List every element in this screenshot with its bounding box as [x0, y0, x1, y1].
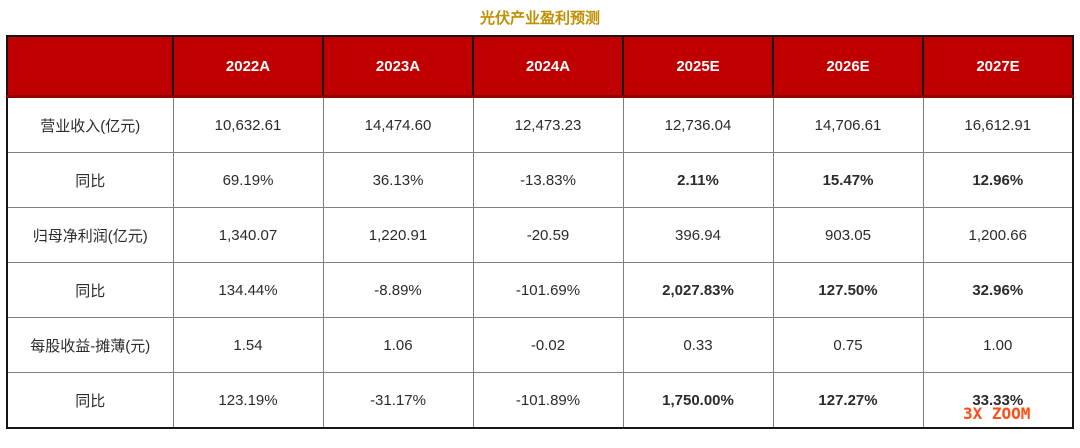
table-cell: -20.59: [472, 207, 624, 263]
row-label: 同比: [7, 372, 174, 428]
table-cell: 396.94: [622, 207, 774, 263]
row-label: 每股收益-摊薄(元): [7, 317, 174, 373]
table-cell-emphasized: 32.96%: [922, 262, 1073, 318]
table-row-net-profit-yoy: 同比 134.44% -8.89% -101.69% 2,027.83% 127…: [7, 262, 1073, 318]
table-cell: 1,220.91: [322, 207, 474, 263]
table-row-revenue: 营业收入(亿元) 10,632.61 14,474.60 12,473.23 1…: [7, 96, 1073, 153]
table-cell: 1,200.66: [922, 207, 1073, 263]
row-label: 归母净利润(亿元): [7, 207, 174, 263]
header-cell-blank: [7, 36, 173, 98]
table-cell-emphasized: 15.47%: [772, 152, 924, 208]
table-cell: -101.69%: [472, 262, 624, 318]
header-cell-2026e: 2026E: [772, 36, 923, 98]
table-cell: -0.02: [472, 317, 624, 373]
table-cell: 1,340.07: [172, 207, 324, 263]
table-cell: 0.33: [622, 317, 774, 373]
table-cell: -31.17%: [322, 372, 474, 428]
table-cell: 1.54: [172, 317, 324, 373]
table-cell: 36.13%: [322, 152, 474, 208]
table-cell: 1.00: [922, 317, 1073, 373]
table-cell-emphasized: 2.11%: [622, 152, 774, 208]
table-cell: 69.19%: [172, 152, 324, 208]
table-cell-emphasized: 2,027.83%: [622, 262, 774, 318]
table-row-eps: 每股收益-摊薄(元) 1.54 1.06 -0.02 0.33 0.75 1.0…: [7, 317, 1073, 373]
header-cell-2023a: 2023A: [322, 36, 473, 98]
table-cell-emphasized: 12.96%: [922, 152, 1073, 208]
table-cell: 903.05: [772, 207, 924, 263]
table-cell: 123.19%: [172, 372, 324, 428]
table-row-eps-yoy: 同比 123.19% -31.17% -101.89% 1,750.00% 12…: [7, 372, 1073, 428]
table-cell: -13.83%: [472, 152, 624, 208]
header-cell-2024a: 2024A: [472, 36, 623, 98]
table-cell: 12,736.04: [622, 96, 774, 153]
table-cell: 14,474.60: [322, 96, 474, 153]
row-label: 同比: [7, 152, 174, 208]
profit-forecast-table: 2022A 2023A 2024A 2025E 2026E 2027E 营业收入…: [6, 35, 1074, 429]
table-cell-emphasized: 33.33%: [922, 372, 1073, 428]
table-cell: -8.89%: [322, 262, 474, 318]
header-cell-2027e: 2027E: [922, 36, 1073, 98]
page-title: 光伏产业盈利预测: [479, 10, 600, 27]
table-cell: 16,612.91: [922, 96, 1073, 153]
header-cell-2022a: 2022A: [172, 36, 323, 98]
table-cell: 14,706.61: [772, 96, 924, 153]
table-cell: 1.06: [322, 317, 474, 373]
table-header-row: 2022A 2023A 2024A 2025E 2026E 2027E: [7, 36, 1073, 98]
table-cell: 134.44%: [172, 262, 324, 318]
table-row-net-profit: 归母净利润(亿元) 1,340.07 1,220.91 -20.59 396.9…: [7, 207, 1073, 263]
table-cell: 10,632.61: [172, 96, 324, 153]
table-cell: 12,473.23: [472, 96, 624, 153]
table-cell-emphasized: 127.27%: [772, 372, 924, 428]
row-label: 营业收入(亿元): [7, 96, 174, 153]
table-row-revenue-yoy: 同比 69.19% 36.13% -13.83% 2.11% 15.47% 12…: [7, 152, 1073, 208]
row-label: 同比: [7, 262, 174, 318]
table-cell-emphasized: 127.50%: [772, 262, 924, 318]
header-cell-2025e: 2025E: [622, 36, 773, 98]
table-cell: -101.89%: [472, 372, 624, 428]
table-cell-emphasized: 1,750.00%: [622, 372, 774, 428]
table-cell: 0.75: [772, 317, 924, 373]
